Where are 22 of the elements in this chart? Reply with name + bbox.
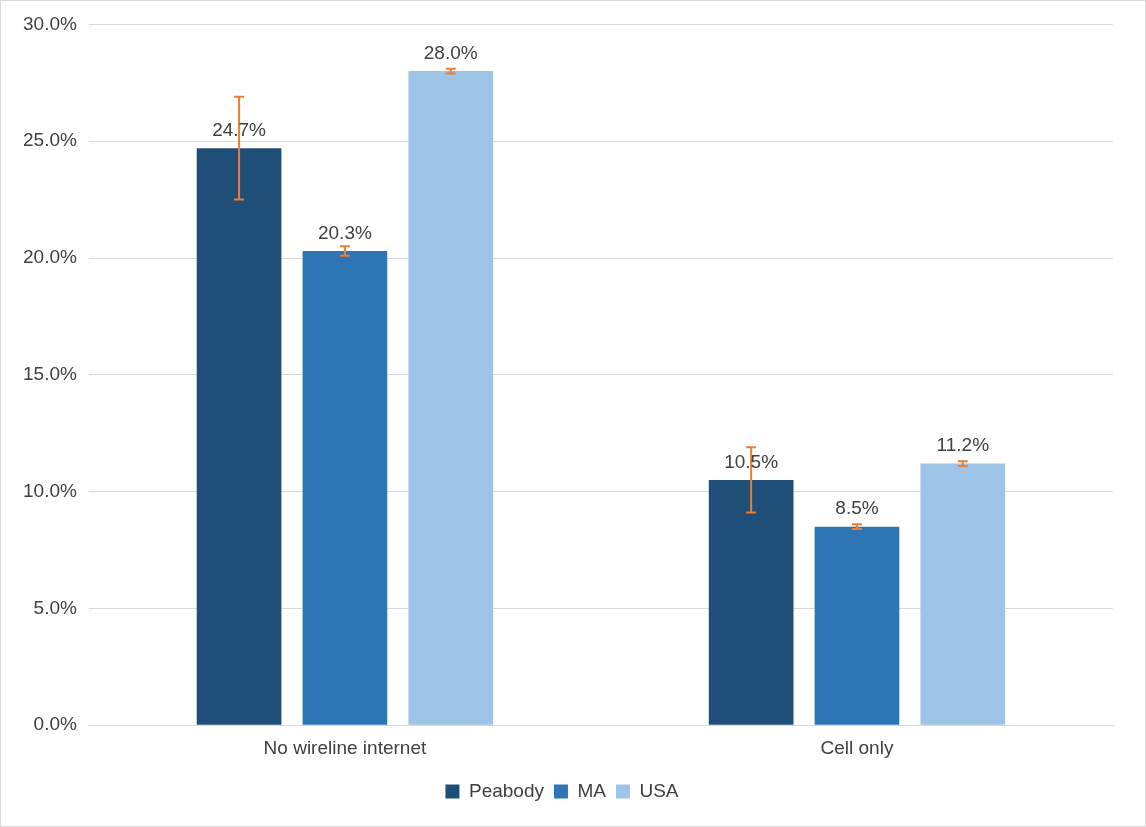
x-tick-label: Cell only [820,736,894,758]
y-tick-label: 25.0% [23,129,77,151]
bar [920,463,1006,725]
data-label: 28.0% [423,41,478,63]
bar [302,250,388,725]
legend-label: MA [577,779,607,801]
bar [196,148,282,725]
x-tick-label: No wireline internet [263,736,427,758]
y-tick-label: 20.0% [23,246,77,268]
y-tick-label: 10.0% [23,479,77,501]
bar [408,71,494,725]
bar [708,479,794,725]
legend-label: USA [639,779,679,801]
y-tick-label: 0.0% [33,713,77,735]
y-tick-label: 15.0% [23,363,77,385]
data-label: 8.5% [835,497,879,519]
legend-label: Peabody [468,779,545,801]
y-tick-label: 30.0% [23,12,77,34]
bar [814,526,900,725]
y-tick-label: 5.0% [33,596,77,618]
data-label: 20.3% [317,221,372,243]
data-label: 11.2% [936,434,990,456]
